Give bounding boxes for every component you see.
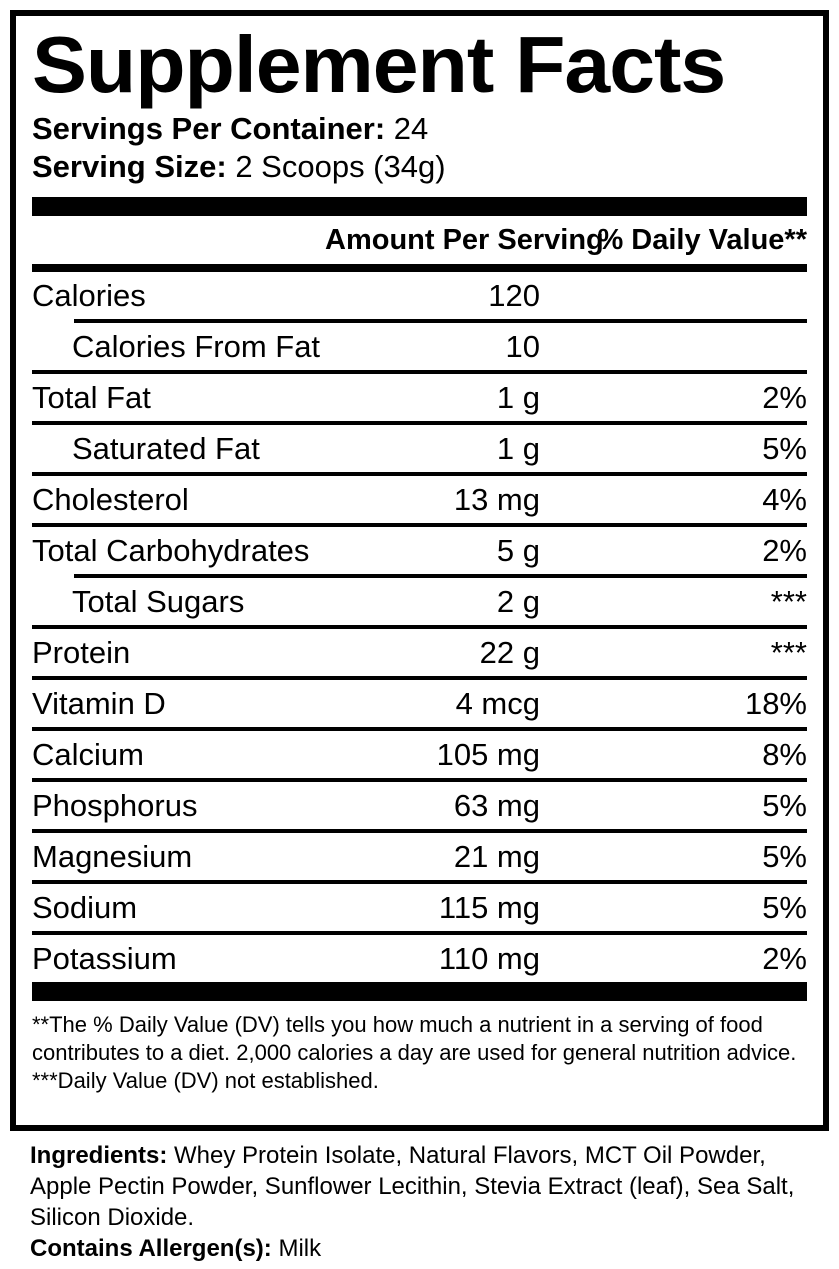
nutrient-amount: 2 g bbox=[496, 583, 540, 619]
nutrient-label: Phosphorus bbox=[32, 787, 198, 823]
table-body: Calories 120 Calories From Fat 10 Total Fat 1… bbox=[32, 272, 807, 982]
nutrient-daily-value: *** bbox=[770, 634, 807, 670]
row-divider bbox=[32, 523, 807, 527]
nutrient-daily-value: 5% bbox=[762, 838, 807, 874]
nutrient-row: Total Fat 1 g 2% bbox=[32, 374, 807, 421]
nutrient-amount: 21 mg bbox=[453, 838, 540, 874]
nutrient-daily-value: 4% bbox=[762, 481, 807, 517]
nutrient-amount: 10 bbox=[505, 328, 540, 364]
nutrient-row: Magnesium 21 mg 5% bbox=[32, 833, 807, 880]
footnotes: **The % Daily Value (DV) tells you how m… bbox=[32, 1001, 807, 1095]
row-divider bbox=[32, 421, 807, 425]
nutrient-label: Sodium bbox=[32, 889, 138, 925]
not-established-footnote: ***Daily Value (DV) not established. bbox=[32, 1068, 379, 1093]
nutrient-row: Protein 22 g *** bbox=[32, 629, 807, 676]
panel-title: Supplement Facts bbox=[32, 20, 726, 109]
nutrient-daily-value: 2% bbox=[762, 532, 807, 568]
nutrient-label: Calories From Fat bbox=[72, 328, 321, 364]
nutrient-label: Calcium bbox=[32, 736, 144, 772]
nutrient-row: Cholesterol 13 mg 4% bbox=[32, 476, 807, 523]
nutrient-amount: 110 mg bbox=[438, 940, 540, 976]
allergens-label: Contains Allergen(s): bbox=[30, 1235, 272, 1262]
nutrient-amount: 115 mg bbox=[438, 889, 540, 925]
serving-size: Serving Size: 2 Scoops (34g) bbox=[32, 148, 807, 186]
serving-size-value: 2 Scoops (34g) bbox=[235, 149, 446, 184]
row-divider bbox=[32, 727, 807, 731]
nutrient-daily-value: 5% bbox=[762, 430, 807, 466]
nutrient-amount: 1 g bbox=[496, 379, 540, 415]
row-divider bbox=[32, 880, 807, 884]
row-divider bbox=[32, 625, 807, 629]
serving-size-label: Serving Size: bbox=[32, 149, 227, 184]
nutrient-row: Calcium 105 mg 8% bbox=[32, 731, 807, 778]
row-divider bbox=[32, 829, 807, 833]
nutrient-row: Calories 120 bbox=[32, 272, 807, 319]
nutrient-row: Phosphorus 63 mg 5% bbox=[32, 782, 807, 829]
nutrient-row: Total Sugars 2 g *** bbox=[32, 578, 807, 625]
nutrient-label: Magnesium bbox=[32, 838, 193, 874]
nutrient-row: Calories From Fat 10 bbox=[32, 323, 807, 370]
nutrition-table: Amount Per Serving % Daily Value** Calor… bbox=[32, 216, 807, 982]
nutrient-label: Potassium bbox=[32, 940, 177, 976]
amount-per-serving-header: Amount Per Serving bbox=[325, 223, 604, 256]
supplement-facts-panel: Supplement Facts Servings Per Container:… bbox=[10, 10, 829, 1131]
nutrient-daily-value: 5% bbox=[762, 787, 807, 823]
table-header-row: Amount Per Serving % Daily Value** bbox=[32, 216, 807, 272]
nutrient-amount: 13 mg bbox=[453, 481, 540, 517]
allergens-line: Contains Allergen(s): Milk bbox=[30, 1233, 816, 1264]
nutrient-amount: 22 g bbox=[479, 634, 540, 670]
nutrient-amount: 5 g bbox=[496, 532, 540, 568]
nutrient-row: Sodium 115 mg 5% bbox=[32, 884, 807, 931]
nutrient-label: Total Sugars bbox=[72, 583, 245, 619]
ingredients-section: Ingredients: Whey Protein Isolate, Natur… bbox=[30, 1140, 816, 1264]
nutrient-row: Potassium 110 mg 2% bbox=[32, 935, 807, 982]
nutrient-label: Calories bbox=[32, 277, 146, 313]
ingredients-text: Whey Protein Isolate, Natural Flavors, M… bbox=[30, 1142, 795, 1231]
servings-per-container-value: 24 bbox=[393, 111, 429, 146]
bottom-separator-bar bbox=[32, 982, 807, 1001]
row-divider bbox=[32, 931, 807, 935]
nutrient-row: Vitamin D 4 mcg 18% bbox=[32, 680, 807, 727]
top-separator-bar bbox=[32, 197, 807, 216]
row-divider bbox=[32, 778, 807, 782]
nutrient-daily-value: 2% bbox=[762, 940, 807, 976]
nutrient-daily-value: *** bbox=[770, 583, 807, 619]
servings-per-container: Servings Per Container: 24 bbox=[32, 110, 807, 148]
nutrient-label: Saturated Fat bbox=[72, 430, 260, 466]
daily-value-footnote: **The % Daily Value (DV) tells you how m… bbox=[32, 1012, 797, 1065]
nutrient-label: Total Carbohydrates bbox=[32, 532, 310, 568]
row-divider bbox=[74, 574, 807, 578]
nutrient-amount: 120 bbox=[488, 277, 540, 313]
row-divider bbox=[32, 472, 807, 476]
nutrient-row: Saturated Fat 1 g 5% bbox=[32, 425, 807, 472]
nutrient-daily-value: 18% bbox=[744, 685, 807, 721]
nutrient-amount: 1 g bbox=[496, 430, 540, 466]
allergens-text: Milk bbox=[278, 1235, 322, 1262]
servings-per-container-label: Servings Per Container: bbox=[32, 111, 386, 146]
nutrient-row: Total Carbohydrates 5 g 2% bbox=[32, 527, 807, 574]
nutrient-amount: 63 mg bbox=[453, 787, 540, 823]
nutrient-amount: 105 mg bbox=[436, 736, 540, 772]
nutrient-daily-value: 5% bbox=[762, 889, 807, 925]
daily-value-header: % Daily Value** bbox=[597, 223, 807, 256]
nutrient-daily-value: 2% bbox=[762, 379, 807, 415]
nutrient-label: Total Fat bbox=[32, 379, 151, 415]
nutrient-label: Protein bbox=[32, 634, 131, 670]
nutrient-label: Cholesterol bbox=[32, 481, 189, 517]
row-divider bbox=[74, 319, 807, 323]
nutrient-label: Vitamin D bbox=[32, 685, 166, 721]
nutrient-amount: 4 mcg bbox=[455, 685, 540, 721]
ingredients-label: Ingredients: bbox=[30, 1142, 168, 1169]
nutrient-daily-value: 8% bbox=[762, 736, 807, 772]
row-divider bbox=[32, 676, 807, 680]
row-divider bbox=[32, 370, 807, 374]
ingredients-line: Ingredients: Whey Protein Isolate, Natur… bbox=[30, 1140, 816, 1233]
